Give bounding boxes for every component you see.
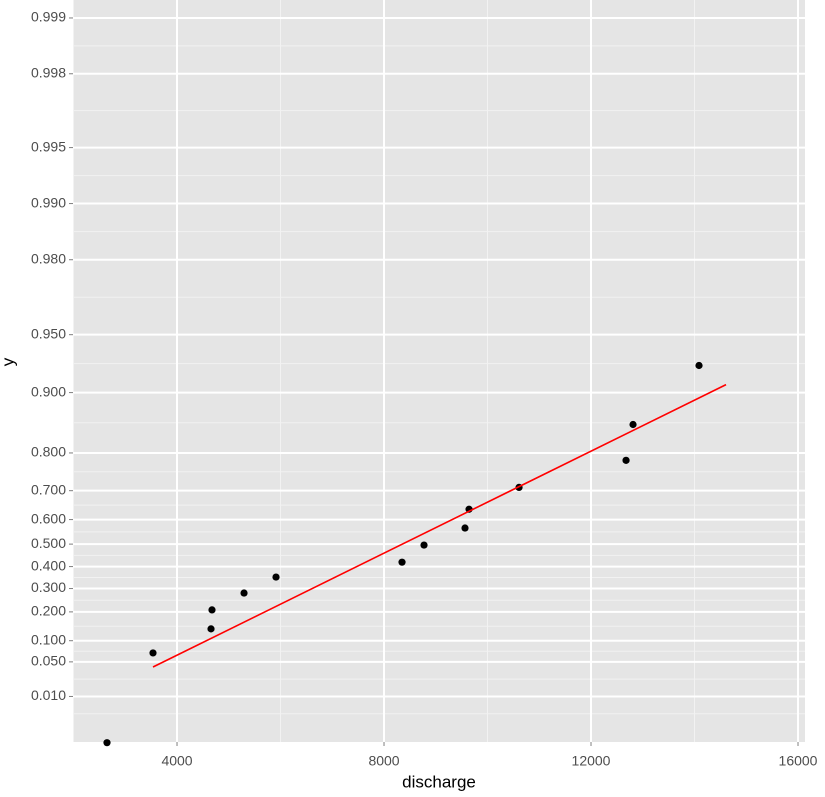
y-tick-label: 0.400	[31, 557, 66, 573]
y-tick-label: 0.800	[31, 444, 66, 460]
y-tick-label: 0.980	[31, 250, 66, 266]
y-tick-label: 0.050	[31, 653, 66, 669]
y-tick-label: 0.010	[31, 687, 66, 703]
panel	[73, 0, 805, 742]
data-point	[622, 456, 630, 464]
data-point	[208, 606, 216, 614]
x-tick-label: 12000	[572, 753, 611, 769]
fit-line	[152, 383, 727, 668]
y-axis-title: y	[0, 357, 17, 366]
y-tick-label: 0.500	[31, 535, 66, 551]
y-tick-label: 0.200	[31, 603, 66, 619]
x-tick-label: 4000	[161, 753, 192, 769]
data-point	[629, 420, 637, 429]
y-tick-label: 0.100	[31, 631, 66, 647]
data-point	[149, 649, 157, 657]
y-tick-label: 0.999	[31, 9, 66, 25]
x-tick-label: 8000	[368, 753, 399, 769]
data-point	[420, 541, 428, 549]
data-point	[240, 589, 248, 597]
data-point	[398, 558, 406, 566]
y-tick-label: 0.600	[31, 510, 66, 526]
data-point	[461, 524, 469, 532]
x-axis-title: discharge	[402, 772, 476, 791]
y-tick-label: 0.700	[31, 481, 66, 497]
y-tick-label: 0.990	[31, 194, 66, 210]
y-tick-label: 0.995	[31, 138, 66, 154]
y-tick-label: 0.300	[31, 579, 66, 595]
y-tick-label: 0.900	[31, 383, 66, 399]
y-tick-label: 0.950	[31, 325, 66, 341]
data-point	[695, 361, 703, 370]
data-point	[103, 739, 111, 747]
data-point	[207, 625, 215, 633]
data-point	[272, 573, 280, 581]
y-tick-label: 0.998	[31, 64, 66, 80]
x-tick-label: 16000	[779, 753, 818, 769]
